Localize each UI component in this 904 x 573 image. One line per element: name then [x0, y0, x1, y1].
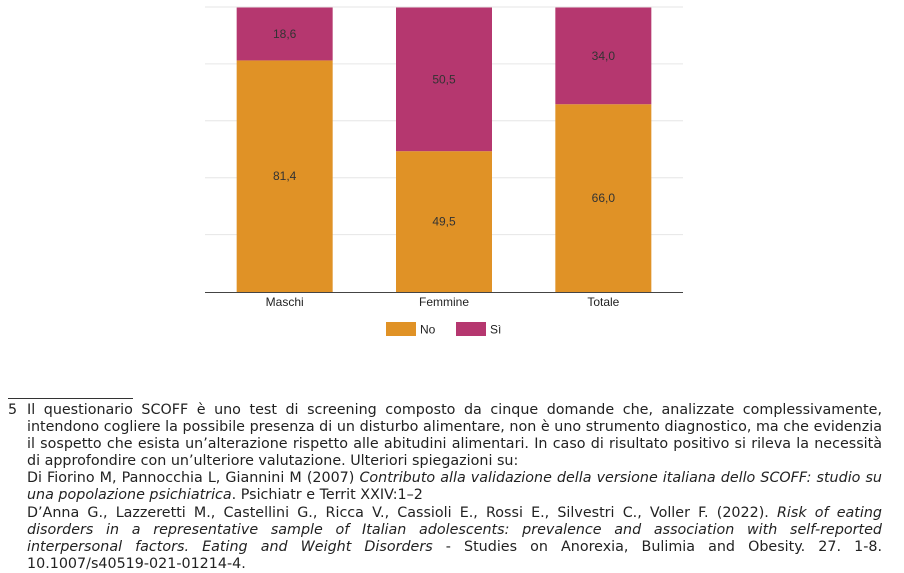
footnote-separator [8, 398, 133, 399]
reference-2: D’Anna G., Lazzeretti M., Castellini G.,… [27, 505, 882, 573]
bar-segment-no [555, 104, 652, 292]
x-tick-label: Maschi [266, 295, 304, 309]
reference-2-title: Risk of eating disorders in a representa… [27, 504, 882, 555]
data-label: 18,6 [273, 27, 297, 41]
reference-1-authors: Di Fiorino M, Pannocchia L, Giannini M (… [27, 470, 360, 487]
data-label: 66,0 [592, 191, 616, 205]
footnote-number: 5 [8, 402, 18, 418]
bar-segment-no [236, 60, 333, 293]
data-label: 49,5 [432, 215, 456, 229]
legend-label: No [420, 323, 436, 337]
stacked-bar-chart: 81,4 18,6 49,5 50,5 66,0 34,0 Maschi Femmine To… [205, 6, 683, 337]
bars: 81,4 18,6 49,5 50,5 66,0 34,0 [236, 7, 652, 293]
legend: No Sì [386, 322, 501, 337]
x-tick-label: Totale [587, 295, 619, 309]
footnote: 5 Il questionario SCOFF è uno test di sc… [8, 402, 882, 573]
data-label: 34,0 [592, 49, 616, 63]
footnote-text: Il questionario SCOFF è uno test di scre… [27, 402, 882, 470]
footnote-entry: 5 Il questionario SCOFF è uno test di sc… [8, 402, 882, 573]
bar-segment-no [396, 151, 492, 292]
data-label: 81,4 [273, 169, 297, 183]
reference-2-source: - Studies on Anorexia, Bulimia and Obesi… [27, 538, 882, 572]
legend-label: Sì [490, 323, 501, 337]
reference-1-title: Contributo alla validazione della versio… [27, 470, 882, 504]
legend-swatch [386, 322, 416, 336]
reference-2-authors: D’Anna G., Lazzeretti M., Castellini G.,… [27, 504, 777, 521]
data-label: 50,5 [432, 72, 456, 86]
bar-segment-si [555, 7, 652, 105]
bar-segment-si [236, 7, 333, 61]
reference-1-source: . Psichiatr e Territ XXIV:1–2 [231, 487, 423, 504]
reference-1: Di Fiorino M, Pannocchia L, Giannini M (… [27, 470, 882, 504]
x-tick-labels: Maschi Femmine Totale [266, 295, 620, 309]
x-tick-label: Femmine [419, 295, 469, 309]
footnote-body: Il questionario SCOFF è uno test di scre… [27, 402, 882, 573]
bar-segment-si [396, 7, 492, 152]
legend-swatch [456, 322, 486, 336]
